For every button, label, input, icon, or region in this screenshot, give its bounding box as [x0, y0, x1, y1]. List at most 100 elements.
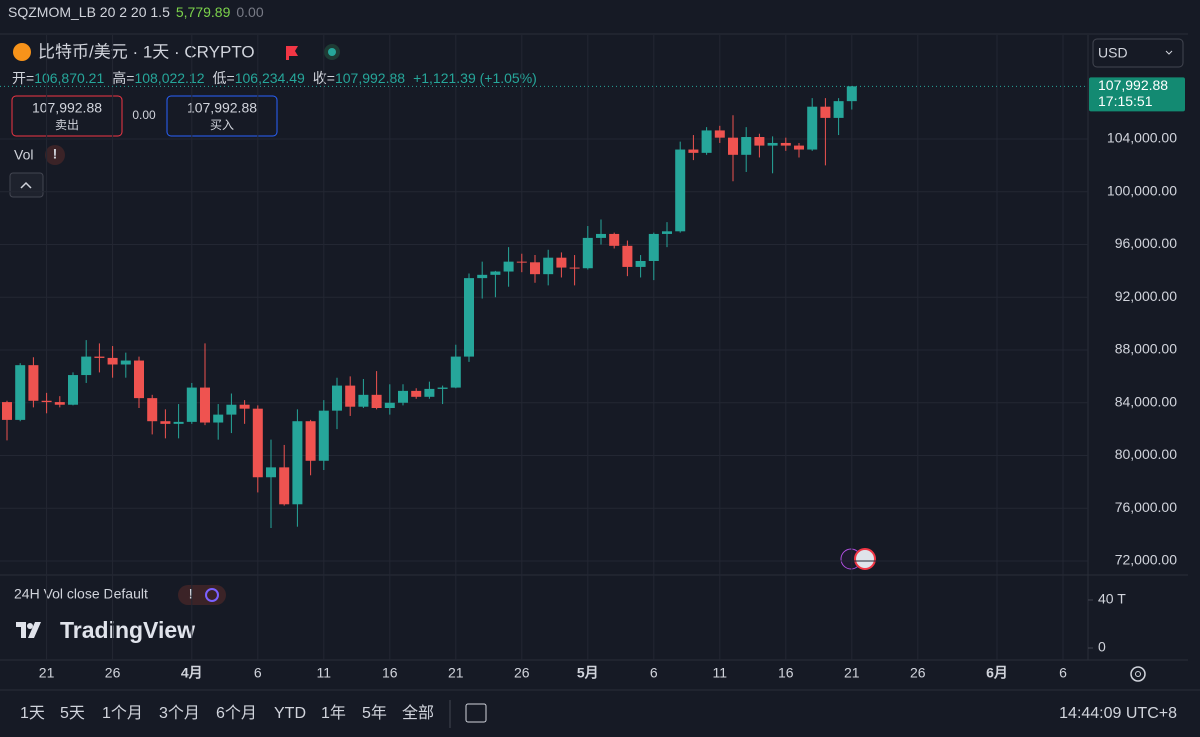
calendar-icon[interactable]: [465, 703, 487, 723]
spread: 0.00: [132, 108, 156, 122]
candle-body: [437, 387, 448, 389]
last-price-box: [1089, 77, 1185, 112]
range-button[interactable]: 3个月: [159, 704, 200, 722]
range-button[interactable]: 5年: [362, 704, 387, 722]
settings-center: [1135, 671, 1141, 677]
candle-body: [28, 365, 39, 401]
volume-tick-label: 40 T: [1098, 591, 1126, 607]
candle-body: [345, 385, 356, 407]
sell-button[interactable]: [11, 95, 123, 137]
candle-body: [714, 130, 725, 138]
candle-body: [266, 467, 276, 478]
candle-body: [490, 271, 501, 275]
candle-body: [780, 142, 791, 146]
symbol[interactable]: 比特币/美元 · 1天 · CRYPTO: [38, 42, 255, 61]
candle-body: [530, 262, 540, 275]
candle-body: [516, 261, 527, 263]
sell-label: 卖出: [55, 118, 79, 132]
candle-body: [543, 257, 554, 275]
candle-body: [424, 388, 435, 397]
logo-icon: [16, 622, 41, 638]
candle-body: [305, 421, 316, 461]
x-tick-label: 6: [1059, 665, 1067, 681]
candle-body: [318, 410, 329, 461]
candle-body: [662, 231, 672, 234]
candle-body: [252, 408, 263, 478]
clock: 14:44:09 UTC+8: [1059, 705, 1177, 722]
candle-body: [384, 402, 395, 409]
candle-body: [186, 387, 197, 422]
x-tick-label: 16: [382, 665, 398, 681]
x-tick-label: 11: [317, 665, 332, 681]
candle-body: [741, 137, 752, 155]
candle-body: [292, 421, 303, 505]
range-button[interactable]: 全部: [402, 704, 434, 722]
candle-body: [556, 257, 567, 268]
candle-body: [120, 360, 131, 365]
status-dot: [328, 48, 336, 56]
settings-icon[interactable]: [1130, 666, 1146, 682]
y-tick-label: 104,000.00: [1107, 130, 1177, 146]
y-tick-label: 76,000.00: [1115, 499, 1177, 515]
buy-button[interactable]: [166, 95, 278, 137]
btc-icon: [13, 43, 31, 61]
candle-body: [675, 149, 686, 232]
buy-price: 107,992.88: [187, 100, 257, 116]
warning-mark: !: [189, 586, 194, 602]
candle-body: [81, 356, 92, 376]
candle-body: [464, 278, 474, 357]
chevron: [20, 181, 32, 189]
candle-body: [794, 145, 804, 150]
x-tick-label: 6: [254, 665, 262, 681]
range-button[interactable]: YTD: [274, 705, 306, 722]
event-flag[interactable]: [854, 548, 876, 570]
x-tick-label: 11: [713, 665, 728, 681]
candle-body: [41, 400, 52, 403]
candle-body: [648, 233, 659, 261]
y-tick-label: 88,000.00: [1115, 341, 1177, 357]
currency: USD: [1098, 45, 1128, 61]
range-button[interactable]: 5天: [60, 705, 85, 722]
candle-body: [503, 261, 514, 272]
last-price: 107,992.88: [1098, 77, 1168, 93]
warning-icon[interactable]: [45, 145, 65, 165]
candle-body: [728, 137, 738, 155]
logo-dot: [27, 623, 33, 629]
x-tick-label: 6月: [986, 665, 1008, 681]
dropdown-arrow: [1165, 50, 1173, 55]
candle-body: [701, 130, 712, 153]
candle-body: [754, 137, 765, 146]
y-tick-label: 84,000.00: [1115, 393, 1177, 409]
candle-body: [622, 245, 633, 267]
x-tick-label: 26: [105, 665, 121, 681]
candle-body: [767, 142, 778, 146]
candle-body: [239, 404, 250, 409]
candle-body: [569, 267, 580, 269]
candle-body: [68, 375, 78, 405]
range-button[interactable]: 1天: [20, 705, 45, 722]
flag-icon[interactable]: [286, 46, 298, 60]
candle-body: [833, 101, 844, 118]
candle-body: [807, 106, 818, 150]
x-tick-label: 26: [910, 665, 926, 681]
candle-body: [279, 467, 290, 505]
candle-body: [226, 404, 237, 415]
candle-body: [688, 149, 699, 153]
candle-body: [450, 356, 461, 388]
candle-body: [635, 260, 646, 267]
candle-body: [820, 106, 831, 118]
range-button[interactable]: 1年: [321, 704, 346, 722]
range-button[interactable]: 6个月: [216, 704, 257, 722]
candle-body: [477, 274, 488, 279]
candle-body: [200, 387, 210, 423]
collapse-button[interactable]: [9, 172, 44, 198]
candle-body: [54, 402, 65, 405]
candle-body: [596, 233, 606, 238]
candle-body: [173, 421, 184, 424]
y-tick-label: 72,000.00: [1115, 552, 1177, 568]
currency-select[interactable]: [1092, 38, 1184, 68]
range-button[interactable]: 1个月: [102, 704, 143, 722]
refresh-icon: [205, 588, 219, 602]
y-tick-label: 100,000.00: [1107, 182, 1177, 198]
